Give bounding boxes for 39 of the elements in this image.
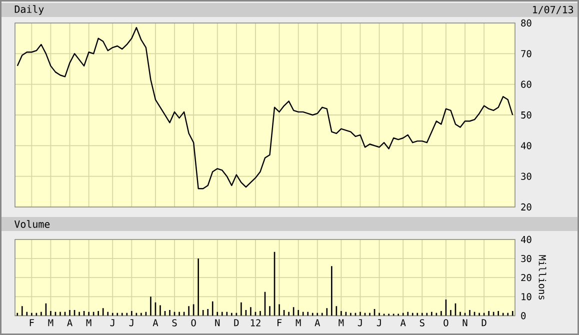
x-tick-label: J [376,319,381,326]
x-tick-label: M [48,319,54,326]
y-tick-label: 30 [521,254,532,262]
x-tick-label: S [172,319,177,326]
x-tick-label: F [30,319,34,326]
y-axis-title: Millions [538,255,546,300]
y-tick-label: 70 [521,50,532,58]
y-tick-label: 40 [520,142,532,150]
y-tick-label: 0 [521,312,526,320]
x-tick-label: F [278,319,282,326]
x-tick-label: J [110,319,114,326]
x-tick-label: O [191,319,196,326]
y-tick-label: 20 [521,274,532,282]
y-tick-label: 10 [522,293,532,300]
x-tick-label: J [129,319,134,326]
x-tick-label: O [444,319,448,326]
text: 1/07/13 [533,6,574,14]
x-tick-label: D [234,319,239,326]
y-tick-label: 80 [521,19,532,27]
x-tick-label: J [358,319,362,326]
x-tick-label: S [420,319,424,326]
chart-title: Daily [14,5,44,15]
y-tick-label: 20 [521,203,532,211]
x-tick-label: A [67,319,72,326]
y-tick-label: 30 [521,172,532,180]
x-tick-label: A [152,319,158,326]
x-tick-label: A [314,319,320,326]
x-tick-label: 12 [250,319,260,326]
y-tick-label: 40 [520,236,532,244]
y-tick-label: 50 [521,111,532,119]
x-tick-label: M [296,319,301,326]
y-tick-label: 60 [521,80,532,88]
x-tick-label: D [482,319,486,326]
chart-title: Volume [14,220,50,228]
x-tick-label: M [86,319,92,326]
x-tick-label: M [338,319,344,326]
x-tick-label: A [400,319,406,326]
x-tick-label: N [215,319,220,326]
x-tick-label: N [462,319,468,326]
